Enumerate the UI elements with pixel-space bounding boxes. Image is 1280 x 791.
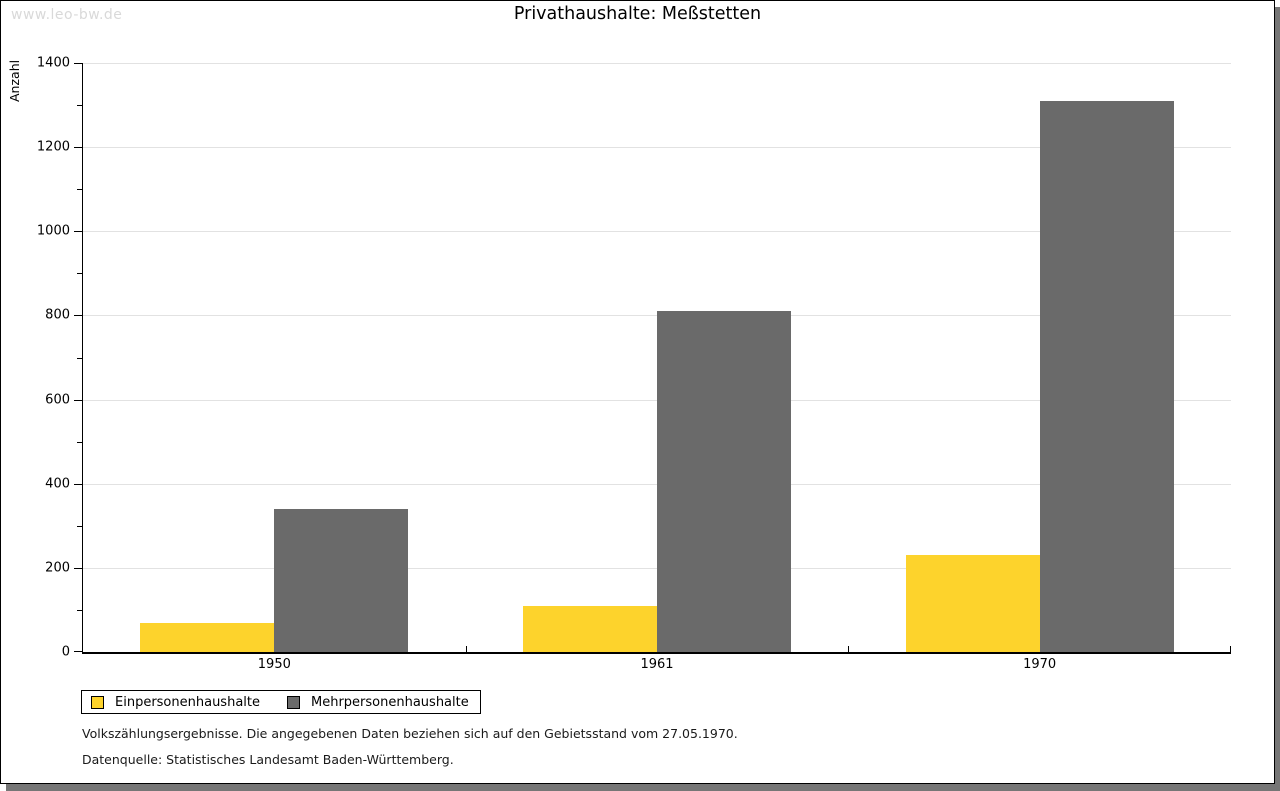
y-axis-minor-tick-700 — [77, 357, 83, 359]
y-tick-label-600: 600 — [45, 392, 70, 408]
y-axis-minor-tick-500 — [77, 441, 83, 443]
x-axis-tick-3 — [1230, 646, 1231, 652]
bar-1950-mehrpersonenhaushalte — [274, 508, 409, 652]
y-axis-major-tick-600 — [74, 399, 83, 401]
footnote-source-note: Volkszählungsergebnisse. Die angegebenen… — [82, 726, 738, 741]
y-axis-major-tick-1400 — [74, 63, 83, 64]
x-category-label-1961: 1961 — [640, 657, 674, 672]
legend-swatch-einpersonenhaushalte — [91, 695, 104, 709]
y-axis-label: Anzahl — [7, 59, 22, 102]
x-category-label-1950: 1950 — [257, 657, 291, 672]
y-axis-minor-tick-1300 — [77, 105, 83, 107]
y-axis-major-tick-800 — [74, 315, 83, 317]
legend-swatch-mehrpersonenhaushalte — [287, 695, 300, 709]
y-axis-major-tick-400 — [74, 483, 83, 485]
plot-area: 0 200 400 600 800 1000 1200 1400 1950 1961 1970 — [37, 56, 1231, 672]
y-tick-label-200: 200 — [45, 560, 70, 576]
gridline-1400 — [83, 63, 1231, 64]
chart-title: Privathaushalte: Meßstetten — [513, 4, 762, 24]
bar-1950-einpersonenhaushalte — [140, 622, 275, 652]
y-axis-major-tick-0 — [74, 651, 83, 652]
y-tick-label-1000: 1000 — [36, 223, 70, 239]
x-category-label-1970: 1970 — [1023, 657, 1057, 672]
bar-1961-mehrpersonenhaushalte — [657, 311, 791, 652]
y-tick-label-0: 0 — [61, 644, 70, 660]
gridline-1000 — [83, 231, 1231, 233]
legend: Einpersonenhaushalte Mehrpersonenhaushal… — [81, 690, 481, 714]
footnote-data-source: Datenquelle: Statistisches Landesamt Bad… — [82, 752, 454, 767]
x-axis-tick-2 — [848, 646, 850, 652]
y-tick-label-1200: 1200 — [36, 139, 70, 155]
legend-label-einpersonenhaushalte: Einpersonenhaushalte — [115, 694, 260, 710]
y-axis-minor-tick-100 — [77, 609, 83, 611]
bar-1970-mehrpersonenhaushalte — [1039, 100, 1174, 652]
y-axis-minor-tick-900 — [77, 273, 83, 275]
watermark-text: www.leo-bw.de — [11, 7, 123, 23]
y-tick-label-800: 800 — [45, 307, 70, 323]
x-axis-tick-1 — [465, 646, 467, 652]
y-axis-major-tick-1000 — [74, 231, 83, 233]
bar-1970-einpersonenhaushalte — [905, 555, 1040, 652]
bar-1961-einpersonenhaushalte — [523, 605, 657, 652]
y-axis-major-tick-200 — [74, 567, 83, 569]
legend-label-mehrpersonenhaushalte: Mehrpersonenhaushalte — [311, 694, 469, 710]
y-tick-label-400: 400 — [45, 476, 70, 492]
gridline-1200 — [83, 147, 1231, 149]
y-tick-label-1400: 1400 — [36, 55, 70, 71]
y-axis-minor-tick-1100 — [77, 189, 83, 191]
y-axis-major-tick-1200 — [74, 147, 83, 149]
y-axis-minor-tick-300 — [77, 525, 83, 527]
